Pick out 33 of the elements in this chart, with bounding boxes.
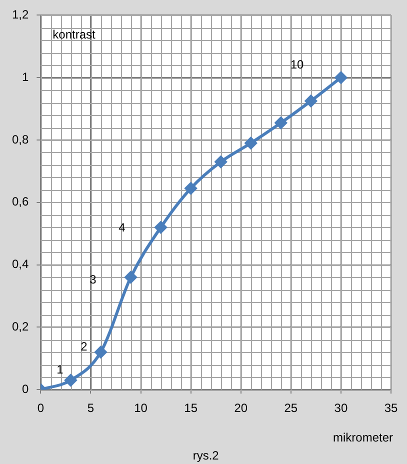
x-tick-label: 10 <box>134 401 148 416</box>
x-tick-label: 25 <box>284 401 298 416</box>
annotation: 10 <box>290 57 304 72</box>
annotation: 2 <box>80 339 88 354</box>
point <box>64 374 77 386</box>
x-tick-label: 20 <box>234 401 248 416</box>
annotation: 4 <box>118 220 126 234</box>
point <box>304 95 317 107</box>
x-tick-label: 35 <box>384 401 398 416</box>
annotation: 3 <box>90 272 97 286</box>
point <box>244 137 257 150</box>
point <box>94 346 107 358</box>
point <box>214 156 227 168</box>
y-tick-label: 0,8 <box>12 132 29 146</box>
x-tick-label: 0 <box>37 401 44 416</box>
y-tick-label: 0,4 <box>12 257 29 272</box>
y-tick-label: 1,2 <box>12 8 29 22</box>
x-tick-label: 15 <box>184 401 198 416</box>
y-tick-label: 0,2 <box>12 320 29 334</box>
x-tick-label: 30 <box>334 401 348 416</box>
annotation: 1 <box>56 362 64 376</box>
point <box>154 221 167 234</box>
y-tick-label: 0 <box>22 382 29 396</box>
y-tick-label: 0,6 <box>12 194 29 209</box>
text: rys.2 <box>192 448 220 462</box>
point <box>334 72 347 84</box>
y-tick-label: 1 <box>22 70 29 84</box>
x-tick-label: 5 <box>87 401 94 416</box>
x-axis-title: mikrometer <box>332 430 393 444</box>
point <box>124 271 137 284</box>
point <box>184 182 197 194</box>
y-axis-title: kontrast <box>52 28 96 42</box>
point <box>274 116 287 129</box>
